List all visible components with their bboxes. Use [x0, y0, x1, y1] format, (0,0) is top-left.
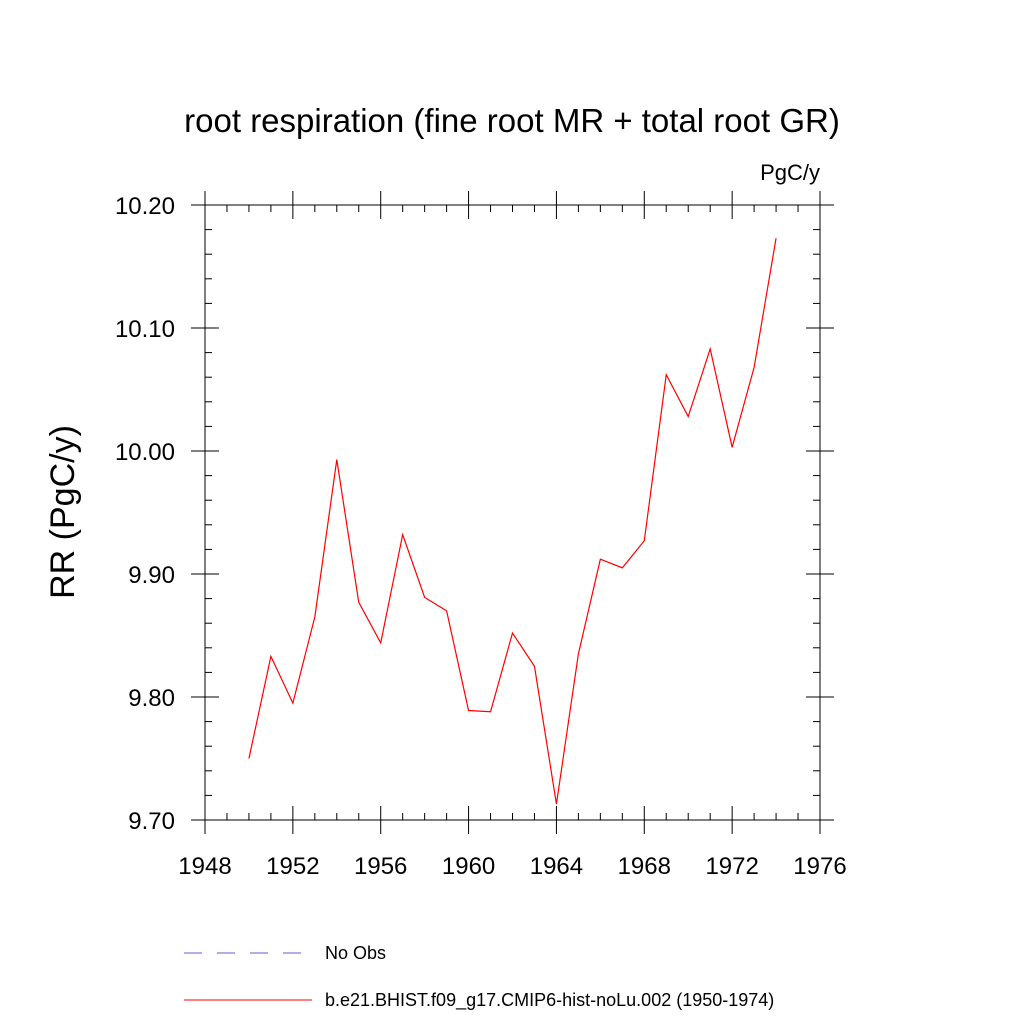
y-tick-label: 10.10: [115, 316, 175, 343]
legend: No Obs b.e21.BHIST.f09_g17.CMIP6-hist-noL…: [184, 943, 774, 1011]
x-tick-label: 1960: [442, 853, 495, 880]
y-tick-label: 10.00: [115, 439, 175, 466]
tick-labels: 1948 1952 1956 1960 1964 1968 1972 1976 9.70 9.80…: [115, 193, 847, 880]
minor-ticks: [205, 205, 820, 820]
x-tick-label: 1968: [618, 853, 671, 880]
x-tick-label: 1976: [793, 853, 846, 880]
series-layer: [248, 238, 777, 805]
y-axis-label: RR (PgC/y): [44, 425, 82, 599]
legend-label-1: b.e21.BHIST.f09_g17.CMIP6-hist-noLu.002 …: [325, 990, 774, 1011]
y-tick-label: 10.20: [115, 193, 175, 220]
chart-title: root respiration (fine root MR + total r…: [184, 102, 840, 139]
series-line-1: [248, 238, 777, 805]
y-tick-label: 9.80: [128, 685, 175, 712]
x-tick-label: 1948: [178, 853, 231, 880]
x-tick-label: 1952: [266, 853, 319, 880]
units-label: PgC/y: [760, 160, 820, 185]
y-tick-label: 9.90: [128, 562, 175, 589]
x-tick-label: 1956: [354, 853, 407, 880]
legend-label-0: No Obs: [325, 943, 386, 963]
y-tick-label: 9.70: [128, 808, 175, 835]
x-tick-label: 1964: [530, 853, 583, 880]
plot-frame: [204, 204, 821, 821]
x-tick-label: 1972: [705, 853, 758, 880]
